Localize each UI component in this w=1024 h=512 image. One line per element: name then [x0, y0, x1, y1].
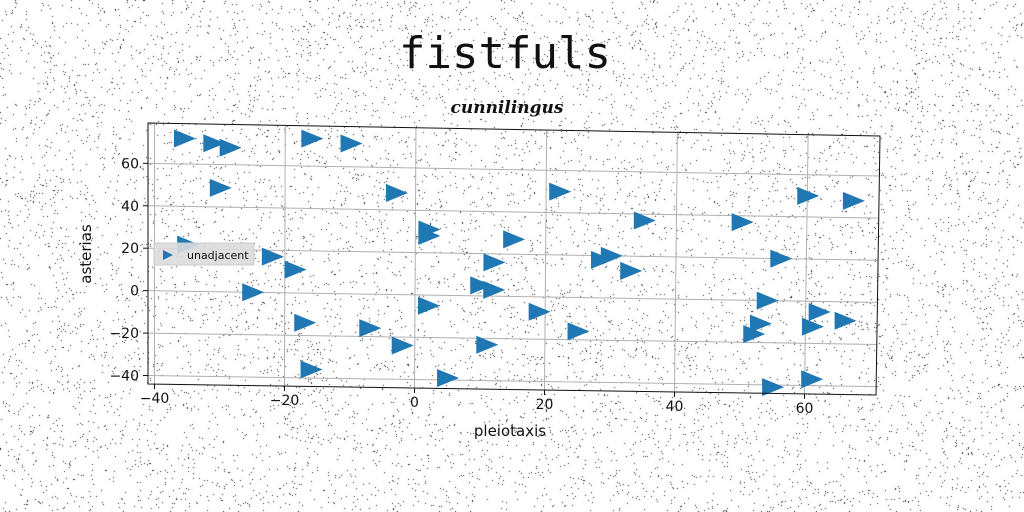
y-tick-label: 20	[121, 241, 139, 257]
grid	[148, 123, 879, 394]
data-point	[770, 250, 792, 268]
data-point	[757, 292, 779, 310]
x-tick-label: 20	[536, 397, 554, 413]
x-tick-label: 0	[410, 395, 419, 411]
y-axis-label: asterias	[77, 224, 95, 284]
y-tick-label: 0	[130, 284, 139, 300]
data-point	[418, 297, 440, 315]
x-gridline	[675, 132, 678, 392]
y-tick-label: 40	[121, 199, 139, 215]
data-point	[285, 261, 307, 279]
x-tick-label: 60	[796, 401, 814, 417]
plot-frame	[148, 123, 880, 395]
data-point	[386, 184, 408, 202]
y-gridline	[148, 248, 878, 260]
data-point	[301, 130, 323, 148]
y-tick-label: −40	[109, 369, 139, 385]
x-tick-label: 40	[666, 399, 684, 415]
data-point	[843, 192, 865, 210]
data-point	[220, 139, 242, 157]
data-point	[802, 318, 824, 336]
data-point	[797, 187, 819, 205]
data-point	[483, 253, 505, 271]
x-gridline	[805, 135, 809, 394]
legend: unadjacent	[154, 243, 254, 265]
data-point	[359, 319, 381, 337]
data-point	[437, 369, 459, 387]
data-point	[835, 312, 857, 330]
data-point	[549, 183, 571, 201]
legend-entry-label: unadjacent	[187, 249, 249, 262]
y-tick-label: 60	[121, 156, 139, 172]
x-tick-label: −40	[140, 391, 170, 407]
data-point	[210, 179, 232, 197]
data-point	[809, 303, 831, 321]
data-point	[568, 322, 590, 340]
y-gridline	[148, 206, 879, 218]
data-point	[341, 135, 363, 153]
data-point	[750, 315, 772, 333]
data-point	[620, 262, 642, 280]
y-tick-label: −20	[109, 326, 139, 342]
data-point	[392, 337, 414, 355]
y-gridline	[148, 333, 877, 344]
axis-ticks: −40 −20 0 20 40 60 −40 −20 0 20 40 60	[109, 156, 813, 417]
data-point	[174, 129, 196, 147]
data-point	[294, 314, 316, 332]
x-gridline	[415, 128, 416, 388]
x-gridline	[285, 125, 286, 386]
x-axis-label: pleiotaxis	[474, 422, 546, 440]
x-tick-label: −20	[270, 393, 300, 409]
data-point	[242, 283, 264, 301]
data-point	[503, 230, 525, 248]
y-gridline	[148, 163, 879, 176]
data-point	[529, 303, 551, 321]
data-point	[301, 361, 323, 379]
x-gridline	[545, 130, 547, 390]
